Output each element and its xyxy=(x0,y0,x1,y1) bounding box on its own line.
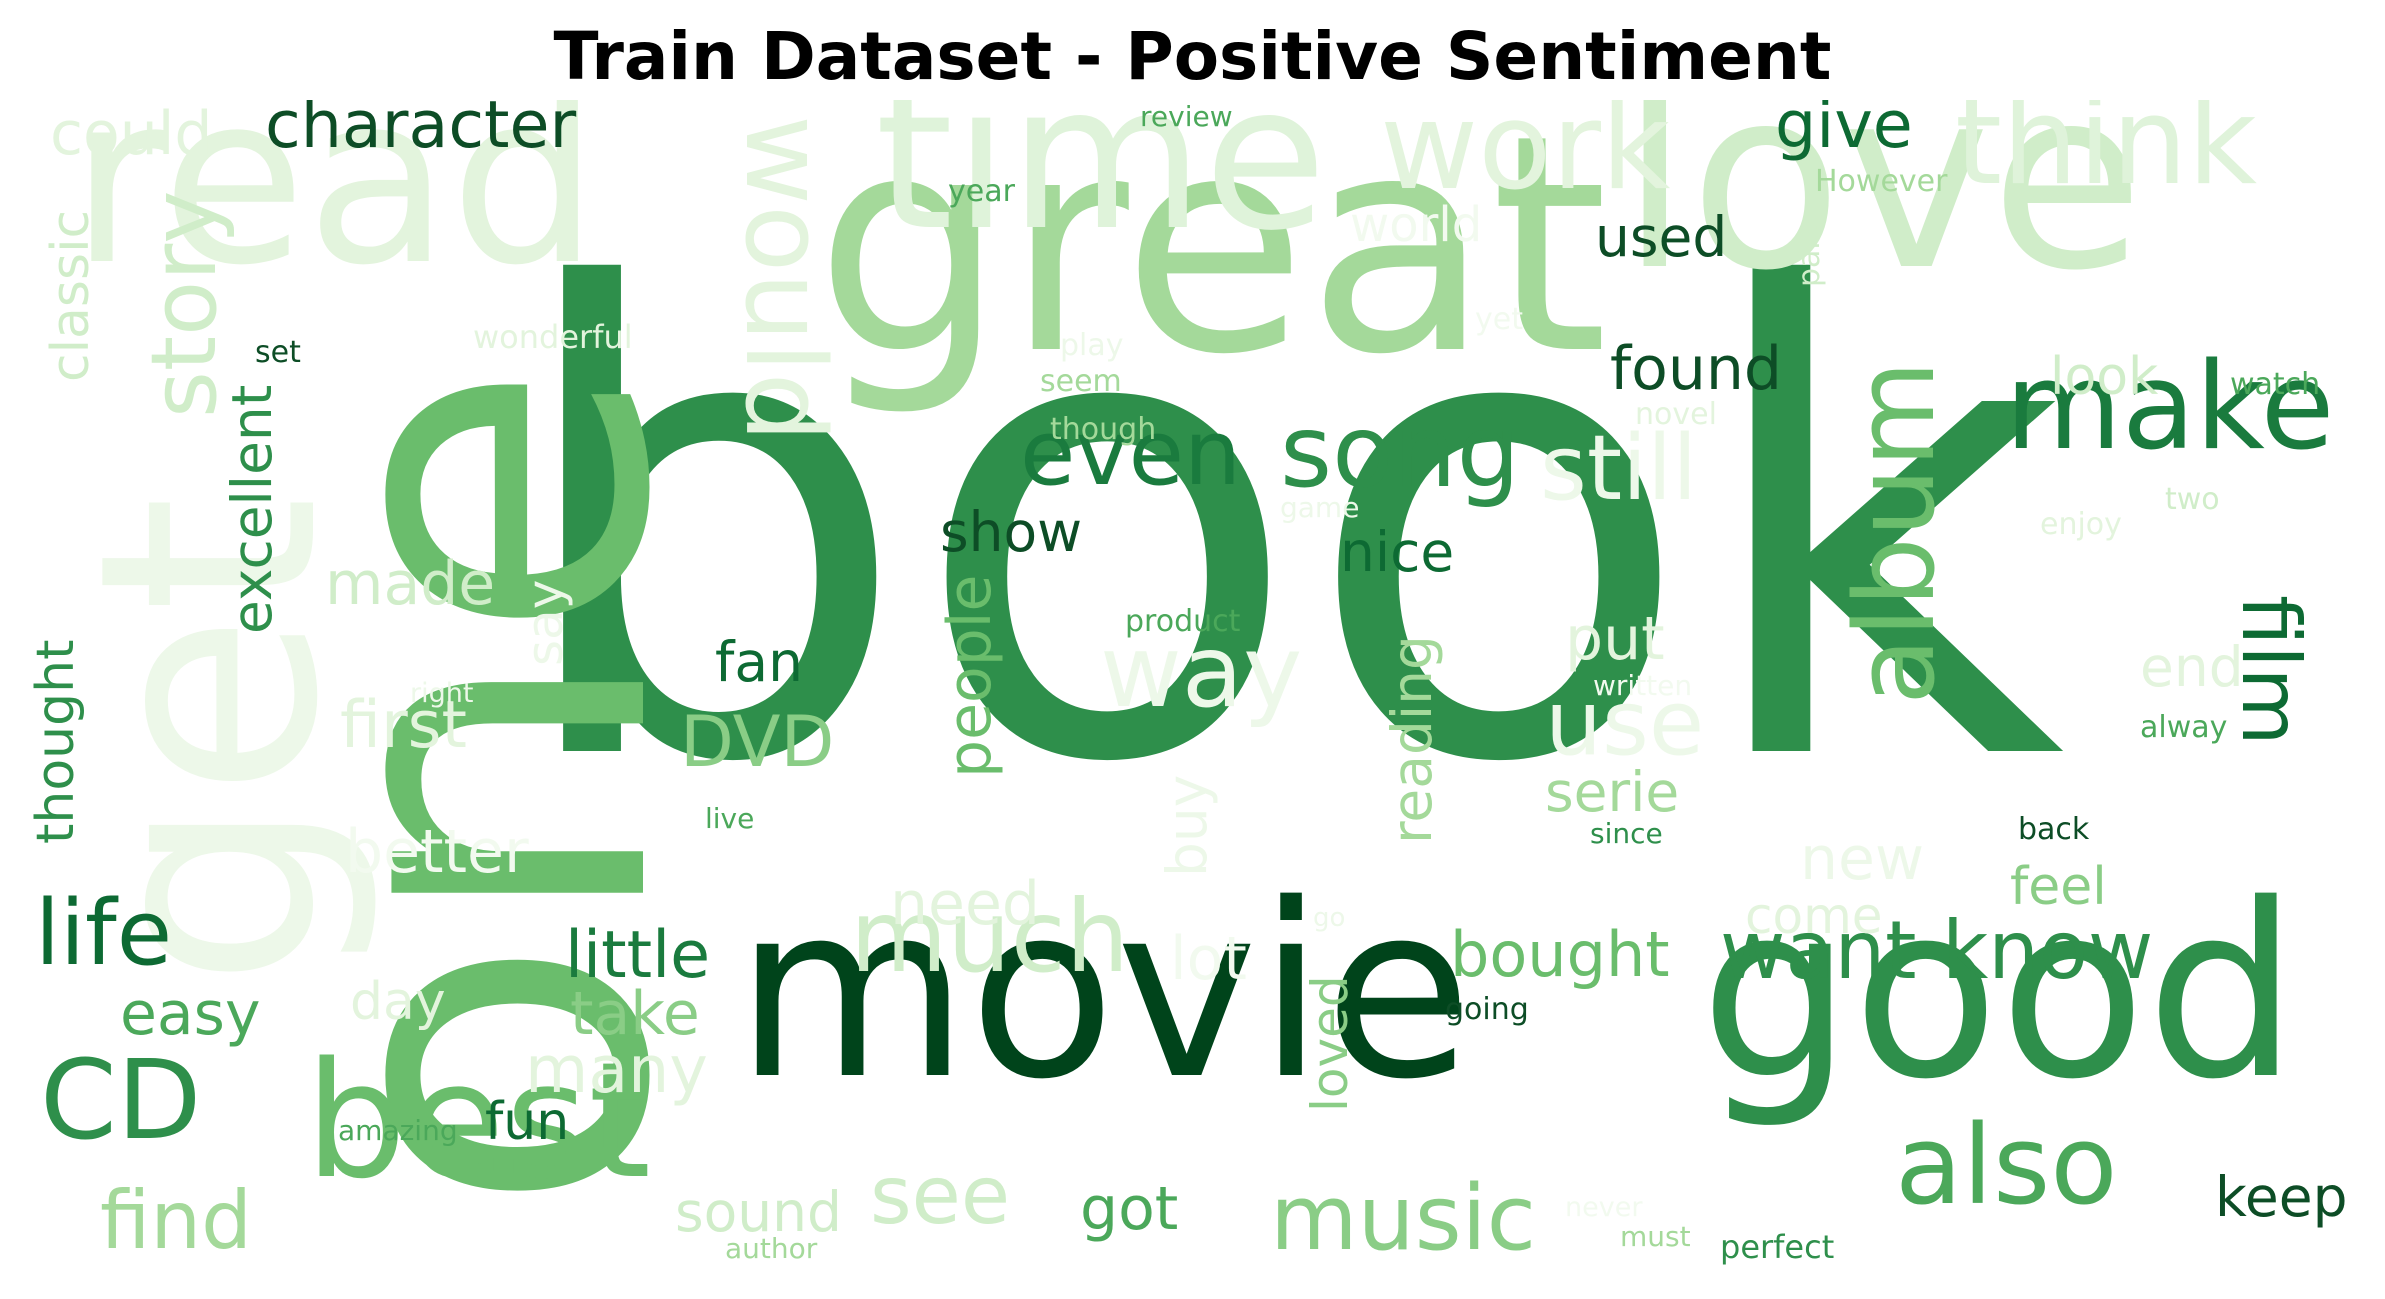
word-cd: CD xyxy=(40,1036,202,1165)
word-use: use xyxy=(1545,670,1705,776)
word-album: album xyxy=(1831,360,1959,705)
word-little: little xyxy=(565,918,711,994)
word-wonderful: wonderful xyxy=(473,318,633,357)
word-part: part xyxy=(1792,225,1827,287)
word-people: people xyxy=(935,575,1005,779)
word-never: never xyxy=(1565,1192,1643,1224)
word-say: say xyxy=(516,580,574,667)
word-best: best xyxy=(305,1027,652,1215)
word-however: However xyxy=(1815,163,1948,199)
word-buy: buy xyxy=(1155,775,1219,878)
word-want-know: want know xyxy=(1720,903,2154,997)
word-made: made xyxy=(325,549,496,620)
word-sound: sound xyxy=(675,1180,842,1245)
word-see: see xyxy=(870,1148,1011,1242)
word-find: find xyxy=(100,1173,252,1267)
word-movie: movie xyxy=(735,851,1472,1132)
word-found: found xyxy=(1610,334,1782,405)
word-life: life xyxy=(35,880,173,986)
word-author: author xyxy=(725,1231,818,1265)
word-going: going xyxy=(1445,991,1529,1027)
word-review: review xyxy=(1140,100,1233,133)
word-read: read xyxy=(70,100,600,317)
word-dvd: DVD xyxy=(680,701,835,784)
word-look: look xyxy=(2050,346,2159,407)
word-take: take xyxy=(570,979,700,1050)
word-could: could xyxy=(50,100,213,170)
word-watch: watch xyxy=(2230,366,2321,402)
word-need: need xyxy=(890,869,1040,940)
word-thought: thought xyxy=(26,640,86,845)
word-got: got xyxy=(1080,1174,1179,1245)
word-right: right xyxy=(410,678,474,710)
word-serie: serie xyxy=(1545,760,1680,825)
word-year: year xyxy=(948,173,1015,209)
word-enjoy: enjoy xyxy=(2040,506,2122,542)
word-give: give xyxy=(1775,100,1913,164)
word-used: used xyxy=(1595,205,1728,270)
word-amazing: amazing xyxy=(338,1113,458,1147)
word-would: would xyxy=(721,115,849,443)
word-feel: feel xyxy=(2010,856,2107,917)
word-character: character xyxy=(265,100,577,164)
word-way: way xyxy=(1100,613,1303,730)
word-yet: yet xyxy=(1475,301,1523,337)
word-keep: keep xyxy=(2215,1165,2348,1230)
word-set: set xyxy=(255,334,301,370)
word-think: think xyxy=(1955,100,2257,213)
word-end: end xyxy=(2140,635,2244,700)
word-much: much xyxy=(850,878,1130,995)
word-novel: novel xyxy=(1635,396,1717,432)
word-excellent: excellent xyxy=(220,385,284,635)
word-put: put xyxy=(1565,604,1665,675)
word-better: better xyxy=(345,817,529,888)
word-new: new xyxy=(1800,824,1925,895)
word-even: even xyxy=(1020,400,1242,506)
word-show: show xyxy=(940,500,1083,565)
word-lot: lot xyxy=(1170,924,1247,995)
word-must: must xyxy=(1620,1219,1691,1253)
word-classic: classic xyxy=(41,210,101,383)
word-back: back xyxy=(2018,811,2090,847)
word-music: music xyxy=(1270,1165,1537,1271)
word-though: though xyxy=(1050,411,1157,447)
word-loved: loved xyxy=(1301,975,1359,1112)
word-bought: bought xyxy=(1450,917,1670,991)
word-easy: easy xyxy=(120,979,261,1050)
word-still: still xyxy=(1540,415,1698,521)
word-fan: fan xyxy=(715,630,803,695)
word-alway: alway xyxy=(2140,709,2228,745)
word-two: two xyxy=(2165,481,2220,517)
word-fun: fun xyxy=(485,1091,570,1152)
word-game: game xyxy=(1280,490,1360,524)
word-also: also xyxy=(1895,1101,2118,1230)
word-play: play xyxy=(1060,327,1124,363)
word-many: many xyxy=(525,1033,708,1109)
word-story: story xyxy=(132,190,237,418)
word-go: go xyxy=(1313,903,1346,934)
word-cloud: book movie one great love read good time get best… xyxy=(0,100,2385,1290)
word-love: love xyxy=(1620,100,2145,325)
word-song: song xyxy=(1280,393,1521,510)
word-first: first xyxy=(340,688,468,764)
word-perfect: perfect xyxy=(1720,1228,1835,1267)
word-since: since xyxy=(1590,816,1663,850)
chart-title: Train Dataset - Positive Sentiment xyxy=(553,18,1832,95)
word-make: make xyxy=(2005,338,2335,478)
word-product: product xyxy=(1125,603,1241,639)
word-book: book xyxy=(505,156,2065,902)
word-great: great xyxy=(815,100,1609,420)
word-world: world xyxy=(1350,197,1483,254)
word-written: written xyxy=(1593,668,1693,702)
word-good: good xyxy=(1700,851,2299,1132)
word-come: come xyxy=(1745,887,1883,945)
word-nice: nice xyxy=(1340,520,1455,585)
word-reading: reading xyxy=(1380,635,1444,844)
word-work: work xyxy=(1380,100,1671,218)
word-live: live xyxy=(705,801,755,835)
word-seem: seem xyxy=(1040,363,1122,399)
word-day: day xyxy=(350,971,446,1032)
word-time: time xyxy=(875,100,1327,275)
